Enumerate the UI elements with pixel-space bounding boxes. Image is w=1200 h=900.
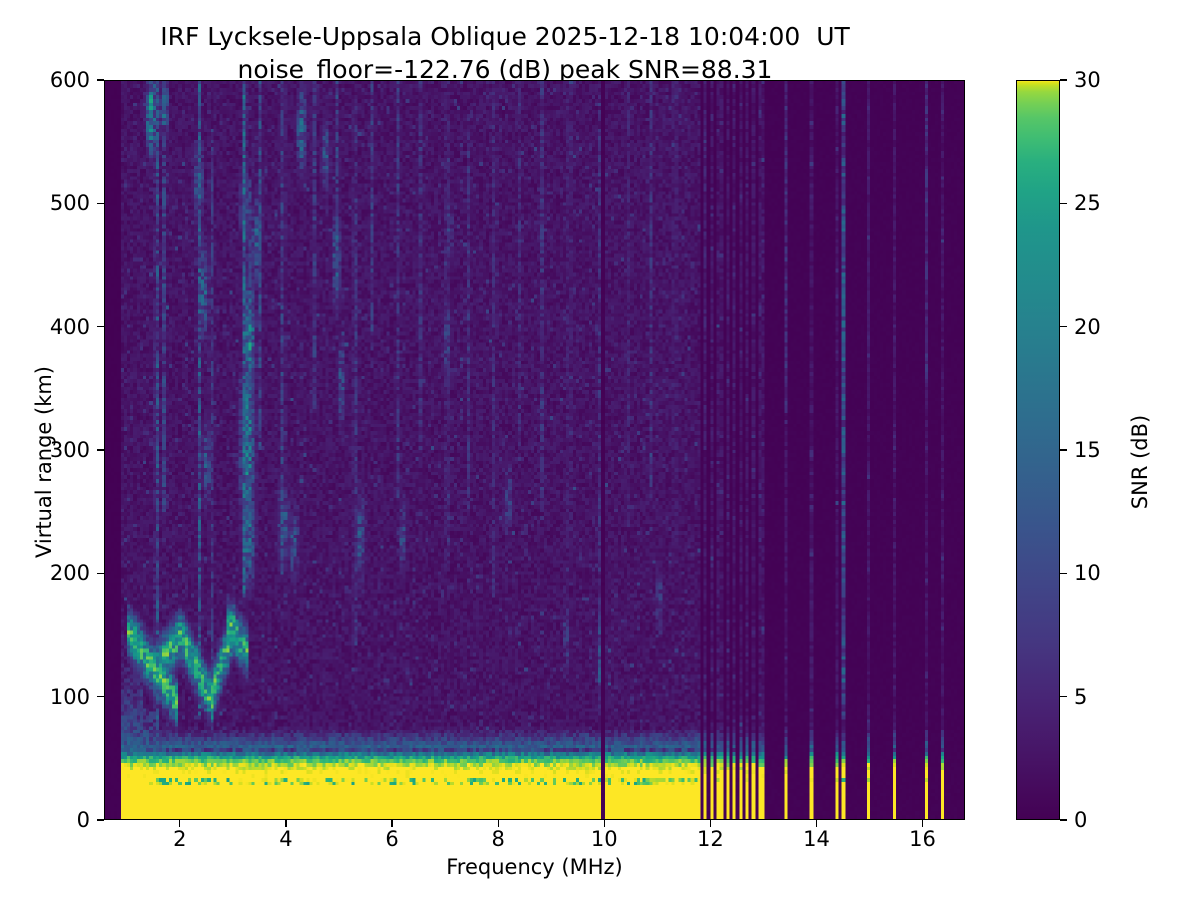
colorbar-tick-label: 30 [1074, 68, 1101, 92]
y-tick-label: 100 [49, 684, 90, 709]
y-tick-mark [97, 572, 104, 574]
colorbar-tick-mark [1060, 202, 1067, 204]
x-tick-mark [815, 820, 818, 827]
colorbar-tick-label: 25 [1074, 191, 1101, 216]
colorbar-tick-mark [1060, 819, 1067, 821]
y-tick-label: 300 [49, 438, 90, 462]
x-axis-label: Frequency (MHz) [446, 855, 623, 879]
y-tick-mark [97, 819, 104, 821]
colorbar-tick-label: 20 [1074, 314, 1101, 339]
title-line-primary: IRF Lycksele-Uppsala Oblique 2025-12-18 … [160, 22, 850, 51]
ionogram-heatmap [105, 81, 964, 819]
colorbar-tick-mark [1060, 326, 1067, 328]
y-tick-mark [97, 449, 104, 451]
colorbar-tick-label: 10 [1074, 561, 1101, 586]
x-tick-mark [497, 820, 499, 827]
x-tick-label: 10 [590, 827, 618, 851]
y-tick-label: 600 [49, 68, 90, 92]
x-tick-label: 16 [909, 827, 936, 851]
y-tick-label: 0 [76, 808, 90, 832]
x-tick-label: 14 [803, 827, 830, 851]
colorbar-tick-mark [1060, 79, 1067, 81]
colorbar-tick-label: 15 [1074, 438, 1101, 462]
colorbar-tick-mark [1060, 449, 1067, 451]
colorbar-tick-mark [1060, 572, 1067, 574]
colorbar-tick-label: 5 [1074, 684, 1088, 709]
y-tick-mark [97, 202, 104, 204]
x-tick-mark [285, 820, 287, 827]
y-tick-mark [97, 696, 104, 698]
x-tick-mark [603, 820, 605, 827]
x-tick-label: 2 [173, 827, 187, 851]
x-tick-mark [709, 820, 711, 827]
colorbar-tick-label: 0 [1074, 808, 1088, 832]
colorbar [1016, 80, 1060, 820]
y-tick-mark [97, 79, 104, 81]
y-tick-label: 400 [49, 314, 90, 339]
y-tick-mark [97, 326, 104, 328]
x-tick-mark [391, 820, 393, 827]
x-tick-label: 8 [491, 827, 505, 851]
x-tick-label: 12 [696, 827, 724, 851]
y-tick-label: 200 [49, 561, 90, 586]
colorbar-tick-mark [1060, 696, 1067, 698]
x-tick-mark [921, 820, 924, 827]
x-tick-label: 6 [385, 827, 399, 851]
title-line-secondary: noise_floor=-122.76 (dB) peak SNR=88.31 [237, 55, 773, 84]
x-tick-mark [179, 820, 181, 827]
x-tick-label: 4 [279, 827, 293, 851]
plot-axes [104, 80, 965, 820]
colorbar-label: SNR (dB) [1128, 414, 1152, 510]
y-tick-label: 500 [49, 191, 90, 216]
figure-title: IRF Lycksele-Uppsala Oblique 2025-12-18 … [0, 20, 1010, 86]
